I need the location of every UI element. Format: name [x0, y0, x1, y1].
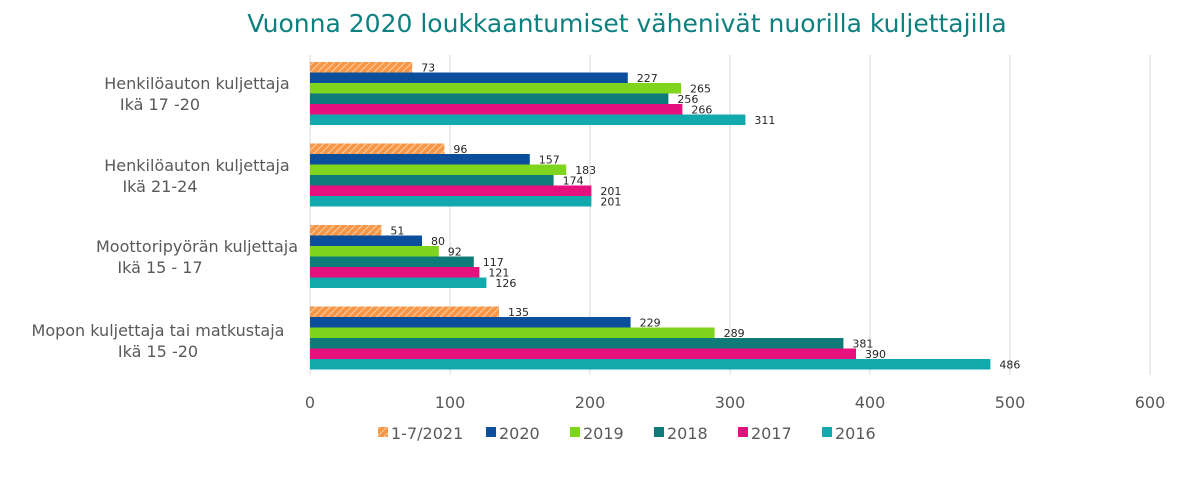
- x-tick-label: 600: [1135, 393, 1166, 412]
- bar: [310, 196, 592, 207]
- data-label: 92: [448, 245, 462, 258]
- legend-label: 2016: [835, 424, 876, 443]
- data-label: 96: [453, 143, 467, 156]
- data-label: 265: [690, 82, 711, 95]
- legend-label: 1-7/2021: [391, 424, 463, 443]
- x-tick-label: 100: [435, 393, 466, 412]
- category-label: Henkilöauton kuljettaja: [104, 74, 289, 93]
- data-label: 486: [999, 358, 1020, 371]
- bar: [310, 83, 681, 94]
- data-label: 121: [488, 266, 509, 279]
- data-label: 126: [495, 277, 516, 290]
- bar: [310, 246, 439, 257]
- x-tick-label: 300: [715, 393, 746, 412]
- bar: [310, 235, 422, 246]
- data-label: 174: [563, 174, 584, 187]
- legend-swatch: [738, 427, 748, 437]
- bar: [310, 72, 628, 83]
- legend-label: 2019: [583, 424, 624, 443]
- bar: [310, 225, 382, 236]
- legend-swatch: [378, 427, 388, 437]
- category-label: Ikä 15 -20: [118, 342, 198, 361]
- bar: [310, 185, 592, 196]
- bar: [310, 154, 530, 165]
- legend-label: 2018: [667, 424, 708, 443]
- category-labels: Henkilöauton kuljettaja Ikä 17 -20 Henkilö…: [32, 74, 298, 361]
- data-label: 256: [677, 93, 698, 106]
- data-label: 229: [640, 316, 661, 329]
- data-label: 135: [508, 306, 529, 319]
- data-label: 381: [852, 337, 873, 350]
- category-label: Ikä 17 -20: [120, 95, 200, 114]
- category-label: Moottoripyörän kuljettaja: [96, 237, 298, 256]
- data-label: 289: [724, 327, 745, 340]
- bar: [310, 175, 554, 186]
- bar: [310, 306, 499, 317]
- x-tick-label: 200: [575, 393, 606, 412]
- legend-swatch: [570, 427, 580, 437]
- bar: [310, 143, 445, 154]
- data-label: 227: [637, 72, 658, 85]
- bar: [310, 62, 413, 73]
- bar: [310, 267, 480, 278]
- legend-swatch: [654, 427, 664, 437]
- bar: [310, 164, 567, 175]
- data-label: 266: [691, 103, 712, 116]
- legend: 1-7/2021 2020 2019 2018 2017 2016: [378, 424, 876, 443]
- data-label: 390: [865, 348, 886, 361]
- data-label: 117: [483, 256, 504, 269]
- data-label: 183: [575, 164, 596, 177]
- data-label: 80: [431, 235, 445, 248]
- category-label: Henkilöauton kuljettaja: [104, 156, 289, 175]
- x-tick-label: 0: [305, 393, 315, 412]
- data-label: 157: [539, 153, 560, 166]
- x-axis-ticks: 0 100 200 300 400 500 600: [305, 393, 1165, 412]
- legend-label: 2020: [499, 424, 540, 443]
- bar: [310, 277, 487, 288]
- bar: [310, 114, 746, 125]
- category-label: Ikä 15 - 17: [117, 258, 202, 277]
- x-tick-label: 500: [995, 393, 1026, 412]
- data-label: 51: [390, 224, 404, 237]
- data-label: 311: [754, 114, 775, 127]
- bar: [310, 317, 631, 328]
- x-tick-label: 400: [855, 393, 886, 412]
- bar: [310, 93, 669, 104]
- legend-label: 2017: [751, 424, 792, 443]
- bar: [310, 104, 683, 115]
- bar: [310, 327, 715, 338]
- data-label: 201: [600, 185, 621, 198]
- legend-swatch: [822, 427, 832, 437]
- chart-title: Vuonna 2020 loukkaantumiset vähenivät nu…: [247, 9, 1006, 38]
- bar: [310, 338, 844, 349]
- bar: [310, 348, 856, 359]
- data-label: 73: [421, 61, 435, 74]
- data-label: 201: [600, 195, 621, 208]
- category-label: Mopon kuljettaja tai matkustaja: [32, 321, 285, 340]
- legend-swatch: [486, 427, 496, 437]
- bars: [310, 62, 991, 370]
- category-label: Ikä 21-24: [122, 177, 197, 196]
- bar: [310, 256, 474, 267]
- bar: [310, 359, 991, 370]
